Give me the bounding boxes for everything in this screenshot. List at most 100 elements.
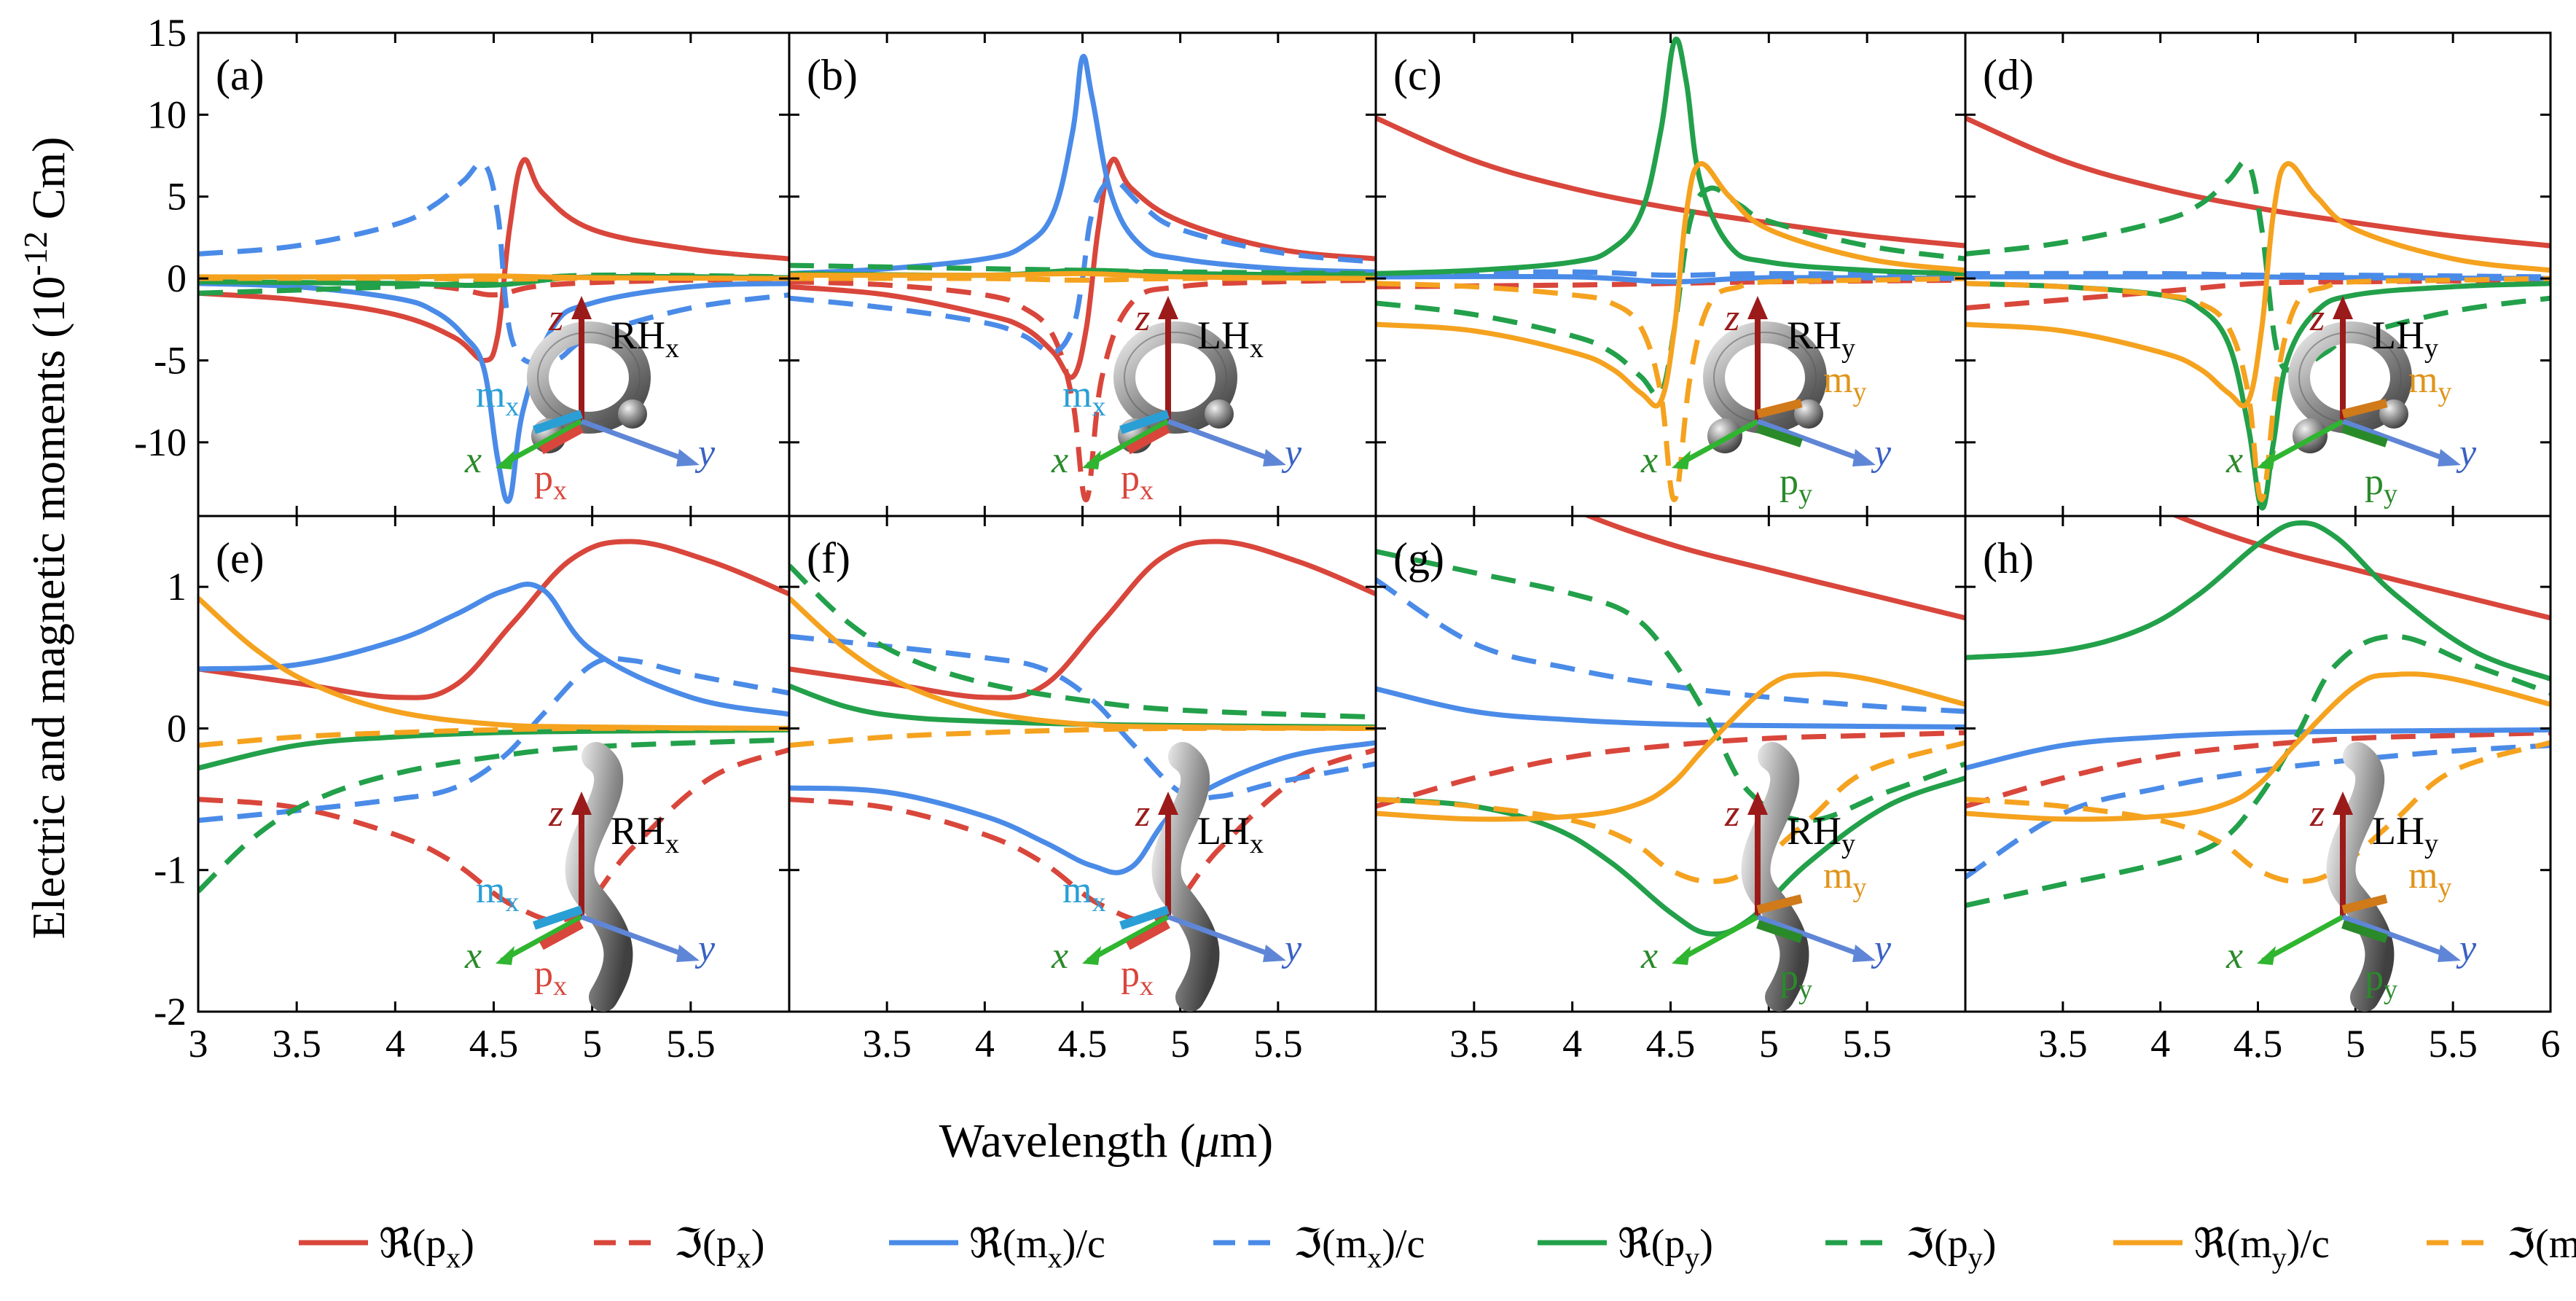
x-tick-label: 4 xyxy=(385,1022,405,1066)
p-moment-arrow xyxy=(2341,920,2388,943)
z-arrow-head xyxy=(1747,296,1768,319)
series-py-imag-line xyxy=(789,262,1376,276)
magnetic-moment-label: my xyxy=(2408,359,2451,407)
y-arrow-head xyxy=(1263,449,1286,466)
series-mx-real-line xyxy=(198,281,789,504)
legend-entry: ℑ(py) xyxy=(1825,1222,1996,1274)
x-axis-letter: x xyxy=(464,439,482,481)
electric-moment-label: py xyxy=(2365,461,2397,509)
y-arrow-head xyxy=(676,449,700,466)
series-py-real-line xyxy=(1376,36,1965,276)
y-tick-label: -2 xyxy=(154,990,187,1034)
legend-entry: ℜ(px) xyxy=(299,1222,474,1274)
series-py-imag-line xyxy=(198,737,789,894)
z-axis-letter: z xyxy=(548,793,563,835)
series-group xyxy=(198,539,789,923)
x-tick-label: 5.5 xyxy=(666,1022,716,1066)
x-tick-label: 4 xyxy=(1562,1022,1582,1066)
panel-label: (e) xyxy=(216,534,265,582)
x-axis-letter: x xyxy=(1640,439,1658,481)
z-arrow-head xyxy=(571,792,592,815)
x-axis-arrow xyxy=(2261,914,2344,964)
y-arrow-head xyxy=(676,945,700,962)
x-axis-arrow xyxy=(1676,914,1759,964)
series-mx-real-line xyxy=(1376,686,1965,730)
p-moment-arrow xyxy=(539,920,584,950)
series-mx-real-line xyxy=(789,53,1376,276)
helix-end xyxy=(1205,399,1234,429)
series-py-imag-line xyxy=(789,563,1376,720)
y-arrow-head xyxy=(2438,449,2461,466)
x-axis-letter: x xyxy=(1051,935,1068,977)
series-my-imag-line xyxy=(1376,276,1965,503)
z-axis-letter: z xyxy=(548,297,563,339)
y-axis-letter: y xyxy=(694,928,716,969)
magnetic-moment-label: mx xyxy=(476,870,519,918)
y-arrow-head xyxy=(2438,945,2461,962)
series-group xyxy=(1965,516,2550,908)
magnetic-moment-label: my xyxy=(1823,359,1866,407)
y-axis-letter: y xyxy=(2456,928,2477,969)
m-moment-arrow xyxy=(1119,905,1170,930)
series-py-real-line xyxy=(789,683,1376,730)
panel-label: (h) xyxy=(1983,534,2034,582)
x-arrow-head xyxy=(496,450,514,469)
series-my-real-line xyxy=(1965,161,2550,409)
series-py-real-line xyxy=(198,727,789,771)
x-axis-letter: x xyxy=(1640,935,1658,977)
x-arrow-head xyxy=(1672,946,1691,965)
p-moment-arrow xyxy=(1756,424,1803,448)
electric-moment-label: py xyxy=(1780,461,1812,509)
electric-moment-label: px xyxy=(534,458,567,506)
series-my-real-line xyxy=(789,596,1376,731)
y-tick-label: 5 xyxy=(167,175,187,219)
x-tick-label: 5 xyxy=(1170,1022,1190,1066)
y-axis-letter: y xyxy=(1871,928,1892,969)
magnetic-moment-label: mx xyxy=(476,374,519,422)
series-py-imag-line xyxy=(1376,549,1965,824)
y-arrow-head xyxy=(1852,945,1876,962)
series-mx-imag-line xyxy=(789,633,1376,802)
series-py-real-line xyxy=(1376,775,1965,937)
legend-entry: ℜ(py) xyxy=(1538,1222,1713,1274)
x-tick-label: 3.5 xyxy=(862,1022,912,1066)
chirality-label: LHx xyxy=(1197,313,1264,364)
chirality-label: LHx xyxy=(1197,809,1264,859)
chirality-label: RHy xyxy=(1787,809,1855,859)
y-axis-letter: y xyxy=(2456,432,2477,474)
x-tick-label: 3.5 xyxy=(2038,1022,2088,1066)
x-tick-label: 3.5 xyxy=(272,1022,321,1066)
x-arrow-head xyxy=(496,946,514,965)
x-tick-label: 5.5 xyxy=(1842,1022,1892,1066)
z-arrow-head xyxy=(1158,296,1178,319)
series-px-real-line xyxy=(1582,516,1965,621)
series-mx-real-line xyxy=(198,582,789,717)
x-arrow-head xyxy=(2257,946,2276,965)
y-tick-label: 0 xyxy=(167,706,187,750)
y-axis-label: Electric and magnetic moments (10-12 Cm) xyxy=(17,136,74,939)
series-mx-real-line xyxy=(789,740,1376,875)
legend-label: ℜ(mx)/c xyxy=(969,1222,1105,1274)
legend: ℜ(px) ℑ(px) ℜ(mx)/c ℑ(mx)/c ℜ(py) ℑ(py) ℜ(my)/… xyxy=(299,1222,2576,1274)
y-axis-arrow xyxy=(2341,914,2454,960)
series-py-imag-line xyxy=(1376,185,1965,398)
p-moment-arrow xyxy=(1756,920,1803,943)
series-my-real-line xyxy=(198,596,789,731)
series-mx-real-line xyxy=(1965,727,2550,771)
chirality-label: LHy xyxy=(2372,809,2438,859)
z-arrow-head xyxy=(1747,792,1768,815)
x-tick-label: 4.5 xyxy=(2234,1022,2283,1066)
m-moment-arrow xyxy=(533,905,583,930)
p-moment-arrow xyxy=(539,424,584,455)
series-group xyxy=(1965,115,2550,511)
z-arrow-head xyxy=(2333,792,2353,815)
y-axis-arrow xyxy=(580,418,692,464)
magnetic-moment-label: mx xyxy=(1062,374,1105,422)
